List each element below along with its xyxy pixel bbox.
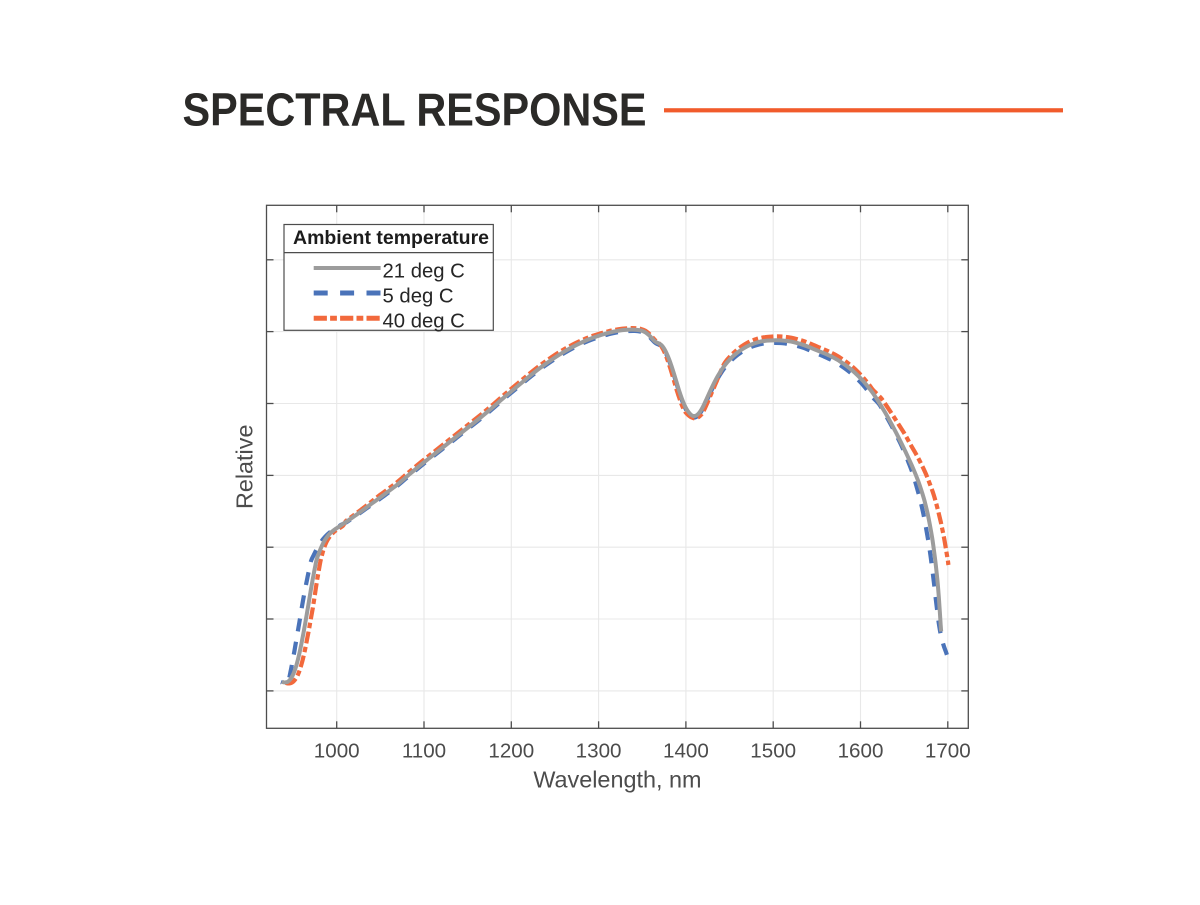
- svg-text:1100: 1100: [402, 740, 446, 763]
- svg-text:40 deg C: 40 deg C: [383, 311, 465, 333]
- svg-text:Ambient temperature: Ambient temperature: [293, 227, 489, 249]
- svg-text:5 deg C: 5 deg C: [383, 285, 454, 307]
- svg-text:1200: 1200: [488, 740, 534, 763]
- svg-text:1500: 1500: [750, 740, 796, 763]
- svg-text:21 deg C: 21 deg C: [383, 260, 465, 282]
- svg-text:1600: 1600: [838, 740, 884, 763]
- svg-text:1700: 1700: [925, 740, 971, 763]
- svg-text:SPECTRAL RESPONSE: SPECTRAL RESPONSE: [183, 84, 647, 136]
- svg-text:Relative: Relative: [232, 425, 258, 510]
- svg-text:1400: 1400: [663, 740, 709, 763]
- svg-text:1300: 1300: [576, 740, 622, 763]
- svg-text:Wavelength, nm: Wavelength, nm: [533, 767, 701, 793]
- svg-text:1000: 1000: [314, 740, 360, 763]
